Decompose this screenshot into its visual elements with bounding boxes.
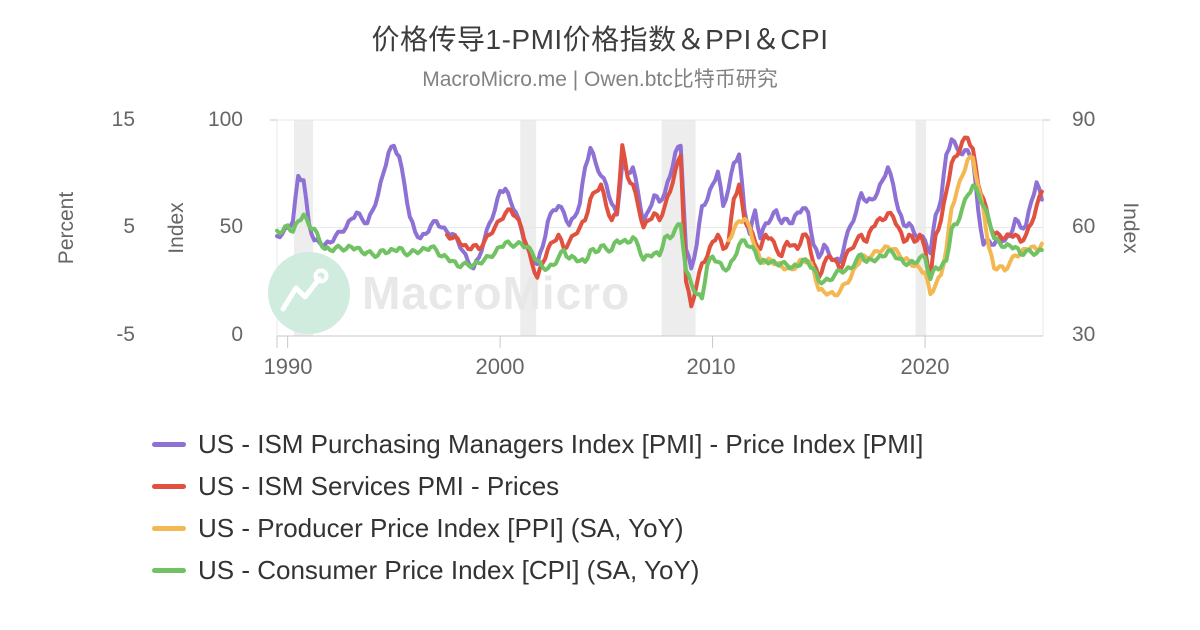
legend-item-cpi[interactable]: US - Consumer Price Index [CPI] (SA, YoY… xyxy=(152,549,923,591)
legend-swatch-pmi-manufacturing xyxy=(152,441,186,447)
xtick-1990: 1990 xyxy=(263,354,313,379)
legend-label: US - ISM Services PMI - Prices xyxy=(198,470,560,501)
ytick-index-0: 0 xyxy=(231,323,243,346)
legend-label: US - Producer Price Index [PPI] (SA, YoY… xyxy=(198,512,684,543)
ytick-percent-15: 15 xyxy=(111,108,135,131)
chart-title: 价格传导1-PMI价格指数＆PPI＆CPI xyxy=(371,24,829,55)
legend-item-ppi[interactable]: US - Producer Price Index [PPI] (SA, YoY… xyxy=(152,507,923,549)
ytick-right-90: 90 xyxy=(1072,108,1096,131)
xtick-2010: 2010 xyxy=(686,354,736,379)
series-cpi-yoy xyxy=(275,183,1044,301)
xtick-2000: 2000 xyxy=(475,354,525,379)
legend: US - ISM Purchasing Managers Index [PMI]… xyxy=(152,423,923,591)
ytick-index-100: 100 xyxy=(207,108,243,131)
watermark: MacroMicro xyxy=(268,252,630,334)
legend-label: US - ISM Purchasing Managers Index [PMI]… xyxy=(198,428,924,459)
watermark-text: MacroMicro xyxy=(362,267,630,319)
legend-swatch-ppi xyxy=(152,525,186,531)
chart-subtitle: MacroMicro.me | Owen.btc比特币研究 xyxy=(422,68,778,91)
ytick-percent-5: 5 xyxy=(123,215,135,238)
legend-item-pmi-manufacturing[interactable]: US - ISM Purchasing Managers Index [PMI]… xyxy=(152,423,923,465)
series-ism-manufacturing-pmi-prices xyxy=(275,137,1044,271)
watermark-zigzag-icon xyxy=(280,276,322,312)
ytick-right-30: 30 xyxy=(1072,323,1096,346)
ytick-right-60: 60 xyxy=(1072,215,1096,238)
xtick-2020: 2020 xyxy=(900,354,950,379)
series-lines xyxy=(275,135,1044,309)
watermark-zigzag-dot-icon xyxy=(313,268,329,284)
gridlines xyxy=(270,119,1050,348)
ytick-index-50: 50 xyxy=(219,215,243,238)
legend-item-pmi-services[interactable]: US - ISM Services PMI - Prices xyxy=(152,465,923,507)
legend-label: US - Consumer Price Index [CPI] (SA, YoY… xyxy=(198,554,700,585)
ytick-percent-neg5: -5 xyxy=(116,323,135,346)
legend-swatch-cpi xyxy=(152,567,186,573)
legend-swatch-pmi-services xyxy=(152,483,186,489)
